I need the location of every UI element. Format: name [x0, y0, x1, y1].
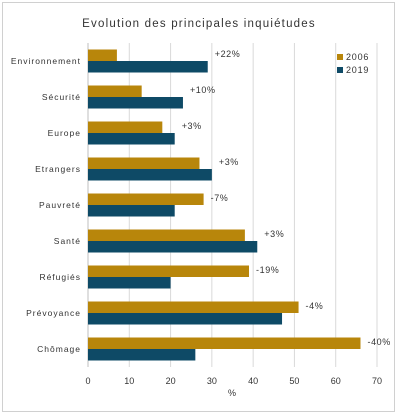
- x-tick-label: 0: [85, 376, 90, 386]
- x-axis-label: %: [228, 388, 236, 398]
- legend-label-2006: 2006: [346, 52, 369, 62]
- bar-2006-etrangers: [88, 157, 200, 169]
- change-annotation-environnement: +22%: [215, 49, 241, 59]
- bar-2006-refugies: [88, 265, 250, 277]
- category-labels: Environnement Sécurité Europe Etrangers Pauv…: [11, 56, 81, 354]
- x-tick-labels: 0 10 20 30 40 50 60 70: [85, 376, 382, 386]
- change-annotation-prevoyance: -4%: [306, 301, 324, 311]
- bar-2019-environnement: [88, 61, 208, 73]
- category-label-prevoyance: Prévoyance: [26, 308, 81, 318]
- x-tick-label: 50: [289, 376, 299, 386]
- category-label-europe: Europe: [48, 128, 81, 138]
- x-tick-label: 40: [248, 376, 258, 386]
- change-annotation-sante: +3%: [264, 229, 284, 239]
- legend: 2006 2019: [337, 52, 369, 75]
- bar-2006-europe: [88, 121, 163, 133]
- x-tick-label: 20: [166, 376, 176, 386]
- bar-2019-chomage: [88, 349, 196, 361]
- bar-2019-pauvrete: [88, 205, 175, 217]
- x-tick-label: 10: [124, 376, 134, 386]
- legend-label-2019: 2019: [346, 65, 369, 75]
- change-annotation-europe: +3%: [182, 121, 202, 131]
- bar-2019-europe: [88, 133, 175, 145]
- bar-2006-environnement: [88, 49, 117, 61]
- bar-2019-refugies: [88, 277, 171, 289]
- change-annotation-refugies: -19%: [256, 265, 279, 275]
- change-annotation-chomage: -40%: [367, 337, 390, 347]
- bar-2019-securite: [88, 97, 183, 109]
- category-label-refugies: Réfugiés: [39, 272, 81, 282]
- bar-2006-sante: [88, 229, 245, 241]
- chart-frame: Evolution des principales inquiétudes En…: [2, 2, 395, 412]
- category-label-chomage: Chômage: [37, 344, 81, 354]
- change-annotation-pauvrete: -7%: [211, 193, 229, 203]
- bar-2019-etrangers: [88, 169, 212, 181]
- x-tick-label: 60: [331, 376, 341, 386]
- category-label-sante: Santé: [54, 236, 81, 246]
- bars: [88, 49, 361, 361]
- x-tick-label: 30: [207, 376, 217, 386]
- category-label-securite: Sécurité: [42, 92, 81, 102]
- chart: Evolution des principales inquiétudes En…: [11, 18, 391, 398]
- category-label-pauvrete: Pauvreté: [39, 200, 81, 210]
- bar-2006-pauvrete: [88, 193, 204, 205]
- legend-swatch-2006: [337, 54, 343, 60]
- change-annotation-securite: +10%: [190, 85, 216, 95]
- bar-2006-chomage: [88, 337, 361, 349]
- category-label-environnement: Environnement: [11, 56, 81, 66]
- bar-2019-prevoyance: [88, 313, 283, 325]
- legend-swatch-2019: [337, 67, 343, 73]
- bar-2006-prevoyance: [88, 301, 299, 313]
- bar-2019-sante: [88, 241, 258, 253]
- x-tick-label: 70: [372, 376, 382, 386]
- chart-title: Evolution des principales inquiétudes: [82, 18, 316, 30]
- change-annotation-etrangers: +3%: [219, 157, 239, 167]
- category-label-etrangers: Etrangers: [35, 164, 81, 174]
- annotations: +22% +10% +3% +3% -7% +3% -19% -4% -40%: [182, 49, 391, 347]
- bar-2006-securite: [88, 85, 142, 97]
